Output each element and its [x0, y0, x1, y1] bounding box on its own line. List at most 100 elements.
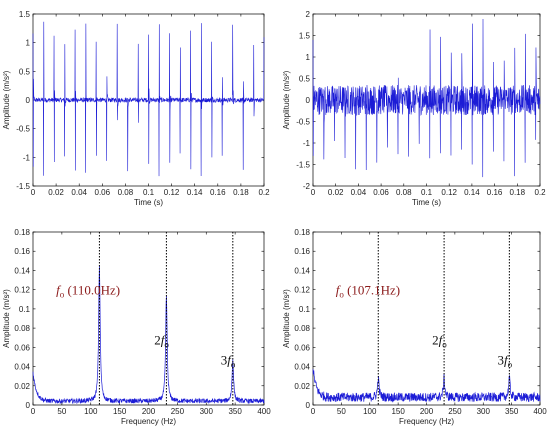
y-tick-label: 0.04 [294, 363, 310, 372]
y-tick-label: 0.06 [14, 343, 30, 352]
y-tick-label: 0.18 [14, 228, 30, 237]
x-tick-label: 0.16 [210, 188, 226, 197]
x-tick-label: 350 [228, 407, 242, 416]
x-tick-label: 0.04 [351, 188, 367, 197]
x-tick-label: 0.14 [187, 188, 203, 197]
x-tick-label: 0.06 [95, 188, 111, 197]
y-tick-label: 1 [26, 39, 31, 48]
y-tick-label: 0 [306, 96, 311, 105]
y-tick-label: 0.1 [299, 305, 311, 314]
y-tick-label: 0.12 [294, 286, 310, 295]
x-tick-label: 0 [31, 407, 36, 416]
y-tick-label: 1.5 [299, 32, 311, 41]
x-tick-label: 0.08 [118, 188, 134, 197]
chart-panel-top-left: 0 0.02 0.04 0.06 0.08 0.1 0.12 0.14 0.16 0.18 0.2 -… [2, 10, 270, 207]
y-tick-label: 0.06 [294, 343, 310, 352]
y-tick-label: -2 [303, 182, 311, 191]
y-tick-label: 0.14 [294, 266, 310, 275]
x-tick-label: 0.2 [258, 188, 270, 197]
y-axis-label: Amplitude (m/s²) [2, 289, 11, 348]
harmonic-annotation-3: 3fo [497, 353, 512, 370]
x-tick-label: 0.1 [421, 188, 433, 197]
x-tick-label: 0 [311, 188, 316, 197]
x-tick-label: 100 [363, 407, 377, 416]
x-tick-label: 350 [505, 407, 519, 416]
x-tick-label: 200 [142, 407, 156, 416]
y-tick-label: 0.16 [14, 247, 30, 256]
chart-panel-bottom-left: 0 50 100 150 200 250 300 350 400 0 0.02 0.04 0.06 0.0… [2, 228, 271, 426]
y-tick-label: 0 [26, 96, 31, 105]
x-tick-label: 0 [31, 188, 36, 197]
y-axis-label: Amplitude (m/s²) [282, 70, 291, 129]
x-tick-label: 0.02 [48, 188, 64, 197]
y-tick-label: 0.18 [294, 228, 310, 237]
harmonic-annotation-2: 2fo [154, 332, 169, 349]
x-tick-label: 0.18 [510, 188, 526, 197]
plot-frame [32, 231, 265, 406]
y-tick-label: -1 [23, 153, 31, 162]
x-tick-label: 50 [337, 407, 346, 416]
y-tick-label: 0.16 [294, 247, 310, 256]
x-tick-label: 250 [448, 407, 462, 416]
x-tick-label: 0.08 [396, 188, 412, 197]
y-tick-label: 0 [26, 401, 31, 410]
x-tick-label: 0.1 [143, 188, 155, 197]
chart-panel-top-right: 0 0.02 0.04 0.06 0.08 0.1 0.12 0.14 0.16 0.18 0.2 -… [282, 10, 546, 207]
x-tick-label: 0.2 [534, 188, 546, 197]
y-tick-label: 0.5 [19, 67, 31, 76]
x-tick-label: 150 [113, 407, 127, 416]
y-tick-label: 0.02 [294, 382, 310, 391]
y-tick-label: 0.04 [14, 363, 30, 372]
y-tick-label: 0.02 [14, 382, 30, 391]
x-tick-label: 0.16 [487, 188, 503, 197]
y-tick-label: -1.5 [16, 182, 30, 191]
x-tick-label: 300 [477, 407, 491, 416]
x-tick-label: 0.12 [164, 188, 180, 197]
y-tick-label: 1.5 [19, 10, 31, 19]
x-tick-label: 0 [311, 407, 316, 416]
x-tick-label: 400 [533, 407, 547, 416]
y-tick-label: 1 [306, 53, 311, 62]
spectrum-trace [312, 369, 541, 403]
signal-trace [312, 18, 541, 178]
y-tick-label: 0.1 [19, 305, 31, 314]
harmonic-annotation-1: fo (107.1Hz) [336, 282, 400, 299]
harmonic-annotation-2: 2fo [432, 332, 447, 349]
y-axis-label: Amplitude (m/s²) [282, 289, 291, 348]
harmonic-annotation-3: 3fo [221, 353, 236, 370]
x-axis-label: Time (s) [412, 198, 441, 207]
spectrum-trace [32, 265, 265, 405]
y-tick-label: 0.12 [14, 286, 30, 295]
y-tick-label: -0.5 [296, 118, 310, 127]
x-tick-label: 150 [391, 407, 405, 416]
x-tick-label: 50 [57, 407, 66, 416]
x-tick-label: 0.06 [373, 188, 389, 197]
x-tick-label: 300 [200, 407, 214, 416]
y-tick-label: -0.5 [16, 125, 30, 134]
y-tick-label: -1 [303, 139, 311, 148]
y-tick-label: 0.08 [14, 324, 30, 333]
x-axis-label: Frequency (Hz) [399, 417, 454, 426]
x-axis-label: Frequency (Hz) [121, 417, 176, 426]
x-tick-label: 0.04 [71, 188, 87, 197]
x-tick-label: 0.12 [441, 188, 457, 197]
y-tick-label: 0.08 [294, 324, 310, 333]
x-axis-label: Time (s) [134, 198, 163, 207]
signal-trace [32, 21, 265, 177]
y-tick-label: 2 [306, 10, 311, 19]
y-tick-label: -1.5 [296, 161, 310, 170]
x-tick-label: 0.18 [233, 188, 249, 197]
x-tick-label: 100 [84, 407, 98, 416]
x-tick-label: 0.14 [464, 188, 480, 197]
y-tick-label: 0.14 [14, 266, 30, 275]
x-tick-label: 200 [420, 407, 434, 416]
y-tick-label: 0.5 [299, 75, 311, 84]
x-tick-label: 0.02 [328, 188, 344, 197]
x-tick-label: 400 [257, 407, 271, 416]
y-tick-label: 0 [306, 401, 311, 410]
plot-frame [312, 231, 541, 406]
chart-panel-bottom-right: 0 50 100 150 200 250 300 350 400 0 0.02 0.04 0.06 0.0… [282, 228, 547, 426]
y-axis-label: Amplitude (m/s²) [2, 70, 11, 129]
harmonic-annotation-1: fo (110.0Hz) [56, 282, 120, 299]
